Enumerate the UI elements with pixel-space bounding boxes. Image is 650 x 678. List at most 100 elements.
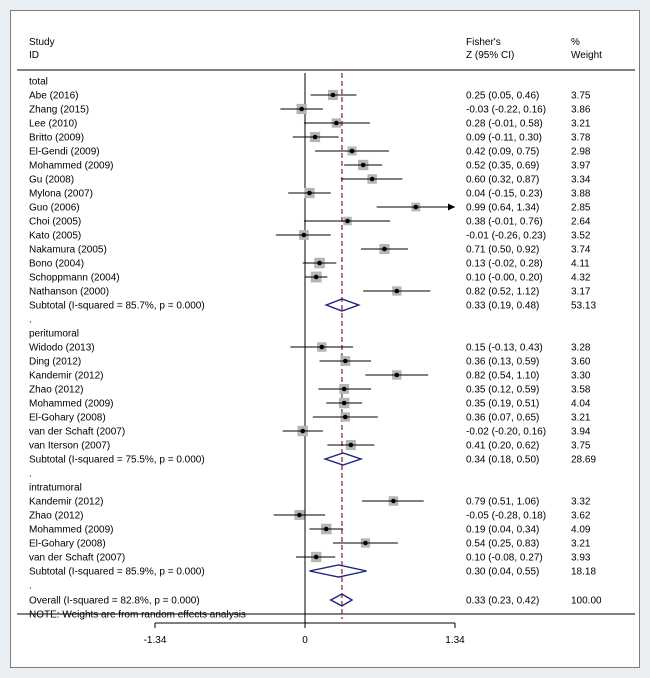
point-estimate bbox=[394, 288, 400, 294]
study-label: Mohammed (2009) bbox=[29, 161, 113, 172]
point-estimate bbox=[330, 92, 336, 98]
study-ci: -0.02 (-0.20, 0.16) bbox=[466, 427, 546, 438]
point-estimate bbox=[323, 526, 329, 532]
study-ci: -0.05 (-0.28, 0.18) bbox=[466, 511, 546, 522]
point-estimate bbox=[413, 204, 419, 210]
study-ci: 0.25 (0.05, 0.46) bbox=[466, 91, 539, 102]
study-ci: 0.82 (0.54, 1.10) bbox=[466, 371, 539, 382]
subtotal-diamond-label: Subtotal (I-squared = 75.5%, p = 0.000) bbox=[29, 455, 205, 466]
point-estimate bbox=[299, 106, 304, 112]
x-tick-label: 1.34 bbox=[445, 635, 465, 646]
study-weight: 2.98 bbox=[571, 147, 591, 158]
study-label: Nakamura (2005) bbox=[29, 245, 107, 256]
study-ci: 0.60 (0.32, 0.87) bbox=[466, 175, 539, 186]
study-weight: 3.34 bbox=[571, 175, 591, 186]
study-label: Ding (2012) bbox=[29, 357, 81, 368]
point-estimate bbox=[313, 274, 319, 280]
study-label: Choi (2005) bbox=[29, 217, 81, 228]
point-estimate bbox=[317, 260, 322, 266]
study-ci: 0.79 (0.51, 1.06) bbox=[466, 497, 539, 508]
study-weight: 3.97 bbox=[571, 161, 591, 172]
study-ci: 0.52 (0.35, 0.69) bbox=[466, 161, 539, 172]
header-es: Fisher's bbox=[466, 37, 501, 48]
point-estimate bbox=[342, 414, 348, 420]
study-weight: 3.21 bbox=[571, 119, 591, 130]
group-label: total bbox=[29, 77, 48, 88]
header-ci: Z (95% CI) bbox=[466, 50, 514, 61]
study-weight: 4.11 bbox=[571, 259, 590, 270]
study-weight: 3.32 bbox=[571, 497, 591, 508]
group-separator-dot: . bbox=[29, 315, 32, 326]
subtotal-diamond-label: Subtotal (I-squared = 85.9%, p = 0.000) bbox=[29, 567, 205, 578]
point-estimate bbox=[300, 428, 306, 434]
study-weight: 3.60 bbox=[571, 357, 591, 368]
subtotal-diamond-ci: 0.33 (0.19, 0.48) bbox=[466, 301, 539, 312]
study-weight: 3.86 bbox=[571, 105, 591, 116]
point-estimate bbox=[345, 218, 350, 224]
study-weight: 4.04 bbox=[571, 399, 591, 410]
header-pct: % bbox=[571, 37, 580, 48]
study-ci: 0.04 (-0.15, 0.23) bbox=[466, 189, 543, 200]
group-label: intratumoral bbox=[29, 483, 82, 494]
overall-diamond bbox=[329, 593, 354, 607]
study-label: Zhao (2012) bbox=[29, 511, 83, 522]
subtotal-diamond-weight: 53.13 bbox=[571, 301, 596, 312]
point-estimate bbox=[363, 540, 368, 546]
study-weight: 3.74 bbox=[571, 245, 591, 256]
study-weight: 2.85 bbox=[571, 203, 591, 214]
weights-note: NOTE: Weights are from random effects an… bbox=[29, 610, 246, 621]
study-label: Mylona (2007) bbox=[29, 189, 93, 200]
subtotal-diamond-ci: 0.30 (0.04, 0.55) bbox=[466, 567, 539, 578]
study-label: Kato (2005) bbox=[29, 231, 81, 242]
overall-diamond-weight: 100.00 bbox=[571, 596, 602, 607]
study-ci: -0.01 (-0.26, 0.23) bbox=[466, 231, 546, 242]
study-weight: 2.64 bbox=[571, 217, 591, 228]
point-estimate bbox=[341, 400, 347, 406]
subtotal-diamond bbox=[322, 452, 364, 466]
study-ci: 0.09 (-0.11, 0.30) bbox=[466, 133, 542, 144]
study-label: Mohammed (2009) bbox=[29, 525, 113, 536]
study-label: Guo (2006) bbox=[29, 203, 80, 214]
study-label: Zhang (2015) bbox=[29, 105, 89, 116]
study-ci: 0.82 (0.52, 1.12) bbox=[466, 287, 539, 298]
subtotal-diamond bbox=[309, 564, 367, 578]
study-weight: 3.21 bbox=[571, 539, 591, 550]
point-estimate bbox=[349, 148, 355, 154]
study-ci: 0.35 (0.19, 0.51) bbox=[466, 399, 539, 410]
study-label: Schoppmann (2004) bbox=[29, 273, 120, 284]
header-id: ID bbox=[29, 50, 39, 61]
study-weight: 3.88 bbox=[571, 189, 591, 200]
forest-plot: Study ID Fisher's Z (95% CI) % Weight to… bbox=[17, 37, 635, 646]
point-estimate bbox=[301, 232, 307, 238]
point-estimate bbox=[369, 176, 375, 182]
study-label: Kandemir (2012) bbox=[29, 497, 103, 508]
point-estimate bbox=[307, 190, 312, 196]
point-estimate bbox=[313, 554, 319, 560]
study-label: van der Schaft (2007) bbox=[29, 427, 125, 438]
study-weight: 3.78 bbox=[571, 133, 591, 144]
study-ci: 0.41 (0.20, 0.62) bbox=[466, 441, 539, 452]
subtotal-diamond-ci: 0.34 (0.18, 0.50) bbox=[466, 455, 539, 466]
study-label: Lee (2010) bbox=[29, 119, 77, 130]
subtotal-diamond bbox=[324, 298, 361, 312]
study-label: Gu (2008) bbox=[29, 175, 74, 186]
study-label: Mohammed (2009) bbox=[29, 399, 113, 410]
study-weight: 3.62 bbox=[571, 511, 591, 522]
study-label: van der Schaft (2007) bbox=[29, 553, 125, 564]
point-estimate bbox=[319, 344, 325, 350]
study-label: El-Gohary (2008) bbox=[29, 413, 106, 424]
study-ci: 0.13 (-0.02, 0.28) bbox=[466, 259, 543, 270]
study-ci: -0.03 (-0.22, 0.16) bbox=[466, 105, 546, 116]
point-estimate bbox=[297, 512, 302, 518]
study-label: Bono (2004) bbox=[29, 259, 84, 270]
study-ci: 0.15 (-0.13, 0.43) bbox=[466, 343, 543, 354]
study-ci: 0.36 (0.13, 0.59) bbox=[466, 357, 539, 368]
study-weight: 3.75 bbox=[571, 91, 591, 102]
group-separator-dot: . bbox=[29, 581, 32, 592]
study-weight: 4.09 bbox=[571, 525, 591, 536]
study-label: van Iterson (2007) bbox=[29, 441, 110, 452]
header-weight: Weight bbox=[571, 50, 602, 61]
study-ci: 0.36 (0.07, 0.65) bbox=[466, 413, 539, 424]
point-estimate bbox=[360, 162, 366, 168]
study-weight: 3.52 bbox=[571, 231, 591, 242]
